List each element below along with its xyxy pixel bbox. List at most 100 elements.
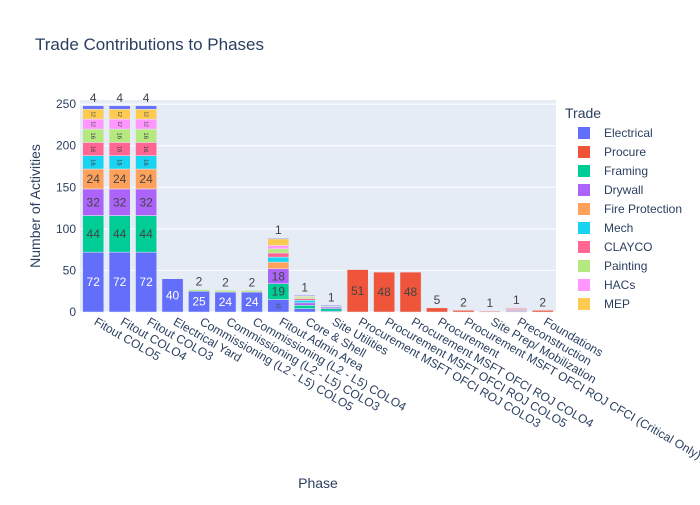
bar-value-label: 72 bbox=[87, 275, 101, 289]
bar-value-label: 2 bbox=[222, 275, 229, 289]
bars bbox=[82, 105, 554, 313]
bar-segment bbox=[293, 305, 316, 309]
bar-value-label: 1 bbox=[487, 296, 494, 310]
y-tick-label: 0 bbox=[69, 305, 76, 319]
bar-segment bbox=[399, 271, 422, 313]
bar-value-label: 4 bbox=[116, 91, 123, 105]
legend-item-label[interactable]: Mech bbox=[604, 221, 633, 235]
legend: Trade Electrical Procure Framing Drywall Fir… bbox=[565, 105, 682, 311]
bar-segment bbox=[479, 310, 501, 313]
bar-value-label: 4 bbox=[90, 91, 97, 105]
bar-value-label: 25 bbox=[192, 295, 206, 309]
bar-segment bbox=[426, 307, 448, 313]
bar-segment bbox=[293, 300, 316, 304]
legend-item-label[interactable]: CLAYCO bbox=[604, 240, 652, 254]
bar-value-label: 24 bbox=[87, 172, 101, 186]
bar-value-label: 2 bbox=[249, 275, 256, 289]
y-axis-label: Number of Activities bbox=[27, 144, 43, 268]
bar-segment bbox=[267, 261, 290, 270]
bar-value-label: 16 bbox=[142, 159, 148, 166]
legend-title: Trade bbox=[565, 105, 601, 121]
bar-value-label: 44 bbox=[87, 227, 101, 241]
bar-value-label: 48 bbox=[377, 285, 391, 299]
bar-value-label: 16 bbox=[89, 159, 95, 166]
bar-value-label: 4 bbox=[143, 91, 150, 105]
bar-value-label: 2 bbox=[196, 275, 203, 289]
bar-value-label: 2 bbox=[539, 295, 546, 309]
y-tick-label: 150 bbox=[56, 180, 76, 194]
legend-swatch[interactable] bbox=[578, 203, 590, 215]
bar-value-label: 32 bbox=[139, 195, 153, 209]
legend-swatch[interactable] bbox=[578, 184, 590, 196]
legend-item-label[interactable]: HACs bbox=[604, 278, 635, 292]
bar-value-label: 16 bbox=[116, 146, 122, 153]
bar-segment bbox=[82, 105, 105, 110]
legend-swatch[interactable] bbox=[578, 298, 590, 310]
bar-segment bbox=[373, 271, 395, 313]
y-tick-label: 50 bbox=[63, 263, 77, 277]
legend-item-label[interactable]: MEP bbox=[604, 297, 630, 311]
legend-item-label[interactable]: Drywall bbox=[604, 183, 643, 197]
bar-segment bbox=[241, 290, 263, 293]
bar-value-label: 12 bbox=[142, 111, 148, 117]
legend-swatch[interactable] bbox=[578, 146, 590, 158]
legend-swatch[interactable] bbox=[578, 260, 590, 272]
x-axis-label: Phase bbox=[298, 475, 338, 491]
bar-value-label: 12 bbox=[116, 111, 122, 117]
bar-value-label: 44 bbox=[113, 227, 127, 241]
legend-item-label[interactable]: Procure bbox=[604, 145, 646, 159]
bar-value-label: 16 bbox=[116, 159, 122, 166]
bar-value-label: 16 bbox=[116, 132, 122, 139]
bar-segment bbox=[267, 248, 290, 254]
bar-segment bbox=[320, 305, 343, 307]
legend-item-label[interactable]: Painting bbox=[604, 259, 647, 273]
bar-value-label: 1 bbox=[275, 223, 282, 237]
chart-title: Trade Contributions to Phases bbox=[35, 35, 264, 54]
bar-value-label: 72 bbox=[139, 275, 153, 289]
bar-value-label: 15 bbox=[274, 303, 280, 309]
bar-value-label: 16 bbox=[89, 132, 95, 139]
legend-swatch[interactable] bbox=[578, 241, 590, 253]
bar-value-label: 18 bbox=[272, 269, 286, 283]
legend-swatch[interactable] bbox=[578, 127, 590, 139]
bar-value-label: 24 bbox=[245, 295, 259, 309]
bar-value-label: 44 bbox=[139, 227, 153, 241]
bar-segment bbox=[214, 290, 237, 293]
bar-value-label: 12 bbox=[89, 121, 95, 127]
bar-value-label: 2 bbox=[460, 295, 467, 309]
legend-item-label[interactable]: Fire Protection bbox=[604, 202, 682, 216]
legend-item-label[interactable]: Electrical bbox=[604, 126, 653, 140]
bar-value-label: 19 bbox=[272, 285, 286, 299]
bar-value-label: 1 bbox=[513, 293, 520, 307]
bar-segment bbox=[135, 105, 157, 110]
bar-segment bbox=[267, 252, 290, 258]
bar-segment bbox=[320, 308, 343, 312]
bar-value-label: 72 bbox=[113, 275, 127, 289]
bar-segment bbox=[267, 256, 290, 263]
bar-value-label: 1 bbox=[328, 290, 335, 304]
bar-value-label: 12 bbox=[89, 111, 95, 117]
legend-item-label[interactable]: Framing bbox=[604, 164, 648, 178]
gridlines bbox=[80, 103, 556, 313]
bar-value-label: 16 bbox=[142, 132, 148, 139]
bar-value-label: 32 bbox=[87, 195, 101, 209]
bar-segment bbox=[267, 238, 290, 246]
legend-swatch[interactable] bbox=[578, 279, 590, 291]
bar-value-label: 16 bbox=[142, 146, 148, 153]
bar-segment bbox=[188, 289, 210, 292]
bar-value-label: 12 bbox=[116, 121, 122, 127]
bar-value-label: 24 bbox=[139, 172, 153, 186]
legend-swatch[interactable] bbox=[578, 222, 590, 234]
y-tick-label: 100 bbox=[56, 222, 76, 236]
bar-value-label: 40 bbox=[166, 288, 180, 302]
bar-value-label: 1 bbox=[301, 280, 308, 294]
bar-value-label: 16 bbox=[89, 146, 95, 153]
bar-value-label: 24 bbox=[219, 295, 233, 309]
legend-swatch[interactable] bbox=[578, 165, 590, 177]
bar-value-label: 5 bbox=[434, 293, 441, 307]
bar-value-label: 51 bbox=[351, 284, 365, 298]
